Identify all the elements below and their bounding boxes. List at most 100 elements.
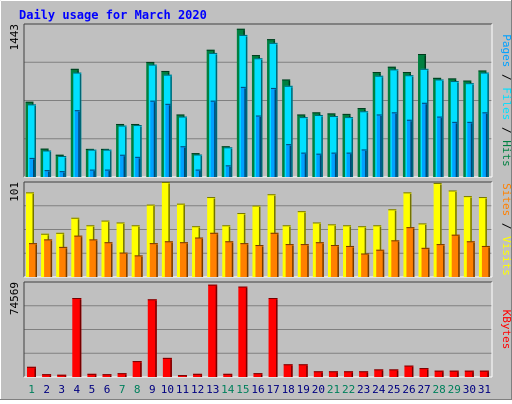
day-label-11: 11 (176, 383, 189, 396)
bar-sites-day-26-shade (413, 229, 415, 277)
bar-files-day-19-shade (306, 119, 308, 177)
axis-label-kbytes: KBytes (500, 310, 512, 350)
bar-files-day-13-shade (216, 54, 218, 177)
bar-visits-day-8-edge (132, 225, 140, 226)
bar-sites-day-3-edge (59, 247, 67, 248)
bar-pages-day-19-shade (305, 154, 307, 177)
bar-sites-day-7-edge (120, 253, 128, 254)
bar-kbytes-day-3-edge (57, 375, 66, 376)
bar-kbytes-day-7-shade (125, 375, 127, 377)
day-label-15: 15 (236, 383, 249, 396)
bar-visits-day-15-edge (237, 213, 245, 214)
bar-pages-day-26-edge (407, 120, 412, 121)
bar-sites-day-14-shade (232, 243, 234, 277)
bar-sites-day-11-edge (180, 242, 188, 243)
bar-kbytes-day-19-edge (299, 364, 308, 365)
bar-files-day-24-edge (375, 76, 383, 77)
bar-visits-day-5-edge (86, 225, 94, 226)
bar-files-day-16-edge (254, 58, 262, 59)
bar-sites-day-12-shade (202, 239, 204, 277)
bar-sites-day-20-shade (322, 244, 324, 277)
bar-hits-day-25-edge (388, 67, 396, 68)
bar-visits-day-26-edge (403, 192, 411, 193)
bar-kbytes-day-20-edge (314, 371, 323, 372)
day-label-2: 2 (43, 383, 50, 396)
day-label-29: 29 (448, 383, 461, 396)
day-label-21: 21 (327, 383, 340, 396)
axis-label-sites: Sites (500, 183, 512, 216)
panel-kbytes-axis-label: KBytes (500, 310, 512, 350)
bar-files-day-27-edge (421, 69, 429, 70)
day-label-3: 3 (58, 383, 65, 396)
bar-visits-day-2-edge (41, 234, 49, 235)
bar-pages-day-11-shade (184, 148, 186, 177)
bar-sites-day-13-shade (217, 234, 219, 277)
bar-sites-day-25-shade (398, 242, 400, 277)
bar-kbytes-day-13-edge (208, 285, 217, 286)
day-label-26: 26 (402, 383, 415, 396)
bar-visits-day-9-edge (147, 205, 155, 206)
bar-pages-day-15-edge (241, 87, 246, 88)
bar-sites-day-1-shade (36, 245, 38, 277)
bar-files-day-24-shade (382, 77, 384, 177)
bar-visits-day-28-edge (434, 183, 442, 184)
bar-kbytes-day-5-shade (95, 375, 97, 377)
bar-files-day-29-edge (451, 81, 459, 82)
bar-sites-day-9-shade (156, 245, 158, 277)
bar-hits-day-31-edge (478, 70, 486, 71)
bar-files-day-26-shade (412, 77, 414, 177)
bar-kbytes-day-6-shade (110, 376, 112, 377)
bar-hits-day-20-edge (312, 112, 320, 113)
bar-pages-day-18-shade (290, 146, 292, 177)
panel-kbytes-ymax-label: 74569 (8, 282, 21, 315)
bar-pages-day-3-edge (60, 171, 65, 172)
bar-kbytes-day-23-edge (359, 371, 368, 372)
bar-pages-day-18-edge (286, 144, 291, 145)
bar-sites-day-10-shade (171, 243, 173, 277)
bar-sites-day-6-shade (111, 244, 113, 277)
bar-hits-day-21-edge (327, 113, 335, 114)
bar-pages-day-13-edge (211, 101, 216, 102)
bar-kbytes-day-27-shade (427, 370, 429, 377)
bar-sites-day-17-edge (271, 233, 279, 234)
bar-files-day-4-shade (80, 74, 82, 177)
bar-files-day-6-shade (110, 151, 112, 177)
bar-hits-day-11-edge (176, 114, 184, 115)
bar-visits-day-4-edge (71, 218, 79, 219)
bar-pages-day-17-shade (275, 89, 277, 177)
bar-pages-day-4-edge (75, 110, 80, 111)
bar-kbytes-day-31-edge (480, 371, 489, 372)
bar-files-day-18-edge (285, 86, 293, 87)
bar-files-day-4-edge (73, 73, 81, 74)
day-label-20: 20 (312, 383, 325, 396)
day-label-14: 14 (221, 383, 235, 396)
bar-sites-day-8-edge (135, 255, 143, 256)
bar-sites-day-12-edge (195, 237, 203, 238)
bar-visits-day-11-edge (177, 204, 185, 205)
bar-kbytes-day-3-shade (65, 376, 67, 377)
bar-kbytes-day-10-edge (163, 358, 172, 359)
bar-kbytes-day-5-edge (87, 374, 96, 375)
bar-files-day-17-edge (270, 43, 278, 44)
bar-sites-day-24-shade (383, 251, 385, 277)
bar-pages-day-11-edge (180, 146, 185, 147)
bar-sites-day-25-edge (391, 240, 399, 241)
bar-visits-day-14-edge (222, 225, 230, 226)
bar-pages-day-21-shade (335, 154, 337, 177)
bar-pages-day-27-shade (426, 104, 428, 177)
bar-hits-day-16-edge (252, 55, 260, 56)
bar-sites-day-1-edge (29, 243, 37, 244)
bar-sites-day-28-shade (443, 246, 445, 277)
bar-kbytes-day-28-shade (442, 372, 444, 377)
bar-sites-day-27-shade (428, 249, 430, 277)
bar-files-day-5-shade (95, 151, 97, 177)
bar-kbytes-day-19-shade (306, 366, 308, 377)
bar-files-day-22-shade (352, 119, 354, 177)
bar-kbytes-day-9-edge (148, 299, 157, 300)
day-label-24: 24 (372, 383, 386, 396)
bar-kbytes-day-30-edge (465, 371, 474, 372)
axis-label-visits: Visits (500, 236, 512, 276)
bar-pages-day-20-shade (320, 155, 322, 177)
bar-sites-day-29-edge (452, 235, 460, 236)
bar-pages-day-4-shade (78, 112, 80, 177)
